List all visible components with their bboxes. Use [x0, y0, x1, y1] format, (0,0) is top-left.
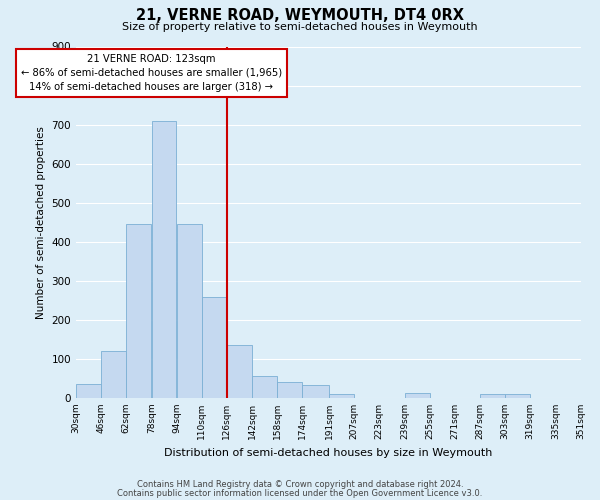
Text: 21 VERNE ROAD: 123sqm
← 86% of semi-detached houses are smaller (1,965)
14% of s: 21 VERNE ROAD: 123sqm ← 86% of semi-deta… [21, 54, 282, 92]
Text: Contains public sector information licensed under the Open Government Licence v3: Contains public sector information licen… [118, 489, 482, 498]
Text: Contains HM Land Registry data © Crown copyright and database right 2024.: Contains HM Land Registry data © Crown c… [137, 480, 463, 489]
Bar [76, 384, 101, 398]
Bar [404, 393, 430, 398]
Bar [252, 376, 277, 398]
Bar [101, 351, 126, 398]
X-axis label: Distribution of semi-detached houses by size in Weymouth: Distribution of semi-detached houses by … [164, 448, 493, 458]
Bar [177, 224, 202, 398]
Bar [127, 224, 151, 398]
Text: 21, VERNE ROAD, WEYMOUTH, DT4 0RX: 21, VERNE ROAD, WEYMOUTH, DT4 0RX [136, 8, 464, 22]
Bar [505, 394, 530, 398]
Text: Size of property relative to semi-detached houses in Weymouth: Size of property relative to semi-detach… [122, 22, 478, 32]
Bar [302, 385, 329, 398]
Bar [480, 394, 505, 398]
Bar [227, 345, 252, 398]
Bar [202, 297, 227, 398]
Bar [277, 382, 302, 398]
Bar [152, 120, 176, 398]
Bar [329, 394, 354, 398]
Y-axis label: Number of semi-detached properties: Number of semi-detached properties [36, 126, 46, 318]
